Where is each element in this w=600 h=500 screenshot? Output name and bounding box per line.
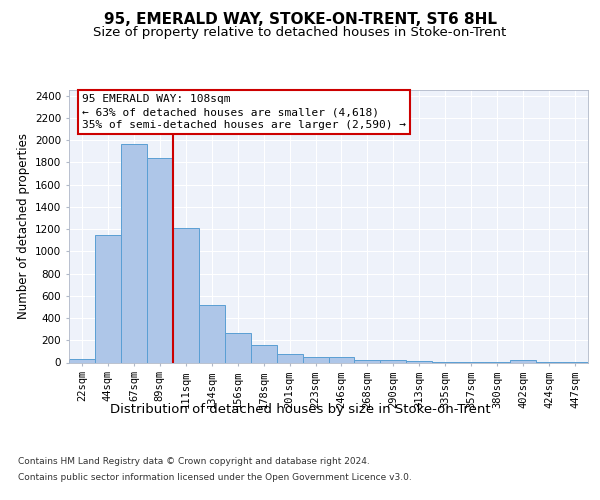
Bar — [355, 360, 380, 362]
Bar — [69, 359, 95, 362]
Bar — [380, 360, 406, 362]
Bar — [510, 360, 536, 362]
Text: 95, EMERALD WAY, STOKE-ON-TRENT, ST6 8HL: 95, EMERALD WAY, STOKE-ON-TRENT, ST6 8HL — [104, 12, 497, 28]
Text: Contains public sector information licensed under the Open Government Licence v3: Contains public sector information licen… — [18, 472, 412, 482]
Text: 95 EMERALD WAY: 108sqm
← 63% of detached houses are smaller (4,618)
35% of semi-: 95 EMERALD WAY: 108sqm ← 63% of detached… — [82, 94, 406, 130]
Bar — [302, 357, 329, 362]
Text: Size of property relative to detached houses in Stoke-on-Trent: Size of property relative to detached ho… — [94, 26, 506, 39]
Text: Distribution of detached houses by size in Stoke-on-Trent: Distribution of detached houses by size … — [110, 402, 490, 415]
Bar — [95, 234, 121, 362]
Y-axis label: Number of detached properties: Number of detached properties — [17, 133, 29, 320]
Bar — [199, 304, 224, 362]
Bar — [406, 361, 432, 362]
Bar — [329, 358, 355, 362]
Bar — [251, 346, 277, 362]
Bar — [225, 333, 251, 362]
Bar — [277, 354, 302, 362]
Bar — [173, 228, 199, 362]
Bar — [147, 158, 173, 362]
Bar — [121, 144, 147, 362]
Text: Contains HM Land Registry data © Crown copyright and database right 2024.: Contains HM Land Registry data © Crown c… — [18, 458, 370, 466]
